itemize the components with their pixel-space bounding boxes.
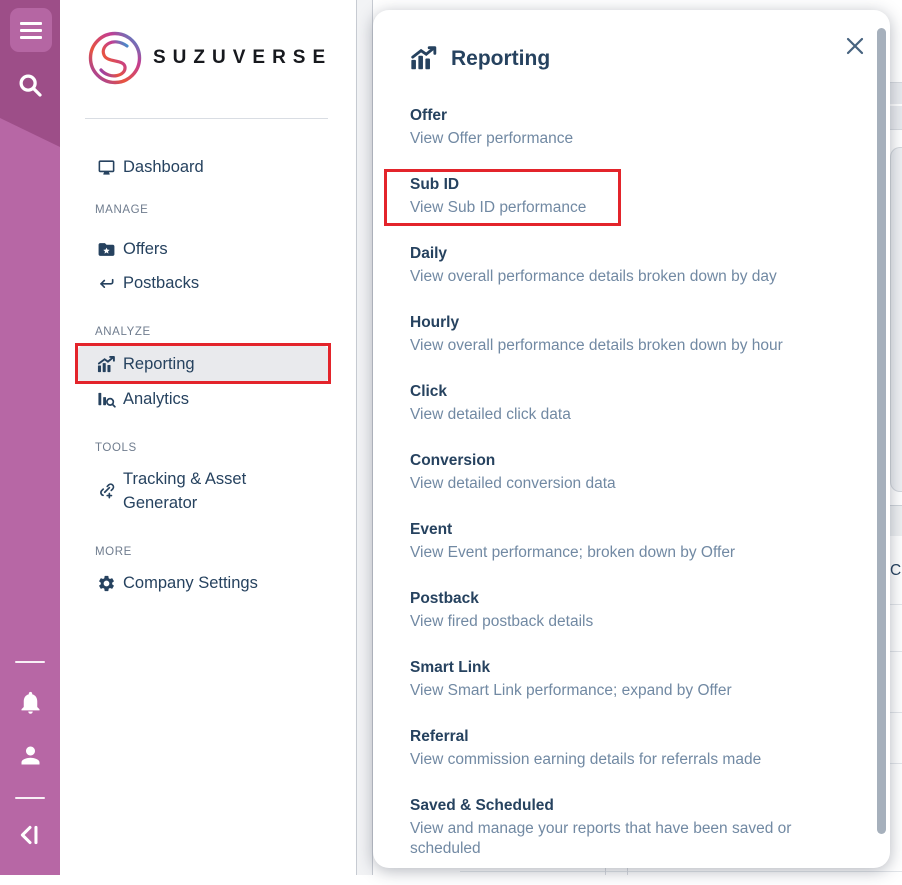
background-partial-label: Cu xyxy=(890,562,902,579)
report-item-daily[interactable]: Daily View overall performance details b… xyxy=(410,244,834,287)
report-item-title: Event xyxy=(410,521,453,538)
background-table-line xyxy=(605,866,606,875)
rail-divider xyxy=(15,661,45,663)
report-item-event[interactable]: Event View Event performance; broken dow… xyxy=(410,520,834,563)
report-item-postback[interactable]: Postback View fired postback details xyxy=(410,589,834,632)
section-label-tools: TOOLS xyxy=(95,442,137,454)
background-button-partial xyxy=(890,82,902,104)
rail-divider xyxy=(15,797,45,799)
report-item-desc: View fired postback details xyxy=(410,613,594,630)
brand-wordmark: SUZUVERSE xyxy=(153,47,333,68)
sidebar-item-label: Dashboard xyxy=(123,157,204,176)
close-icon[interactable] xyxy=(844,35,866,57)
active-item-highlight xyxy=(78,346,328,382)
sidebar-item-label: Offers xyxy=(123,239,168,258)
report-item-title: Daily xyxy=(410,245,448,262)
hamburger-icon xyxy=(20,28,42,32)
suzuverse-logo-icon xyxy=(88,31,142,85)
report-item-desc: View Event performance; broken down by O… xyxy=(410,544,736,561)
report-item-title: Saved & Scheduled xyxy=(410,797,554,814)
report-type-list: Offer View Offer performance Sub ID View… xyxy=(384,106,834,885)
hamburger-icon xyxy=(20,35,42,39)
collapse-sidebar-icon[interactable] xyxy=(0,822,60,848)
gear-icon xyxy=(96,573,116,593)
background-card-partial xyxy=(890,147,902,492)
report-item-desc: View overall performance details broken … xyxy=(410,268,777,285)
sidebar-divider xyxy=(85,118,328,119)
report-item-desc: View commission earning details for refe… xyxy=(410,751,762,768)
page-gap-strip xyxy=(356,0,373,875)
offers-folder-star-icon xyxy=(96,239,116,259)
sidebar-item-label: Postbacks xyxy=(123,273,200,292)
sidebar-item-label: Tracking & Asset Generator xyxy=(123,470,247,512)
background-table-line xyxy=(890,763,902,764)
background-table-line xyxy=(890,651,902,652)
analytics-chart-search-icon xyxy=(96,389,116,409)
report-item-title: Offer xyxy=(410,107,448,124)
postbacks-return-arrow-icon xyxy=(96,273,116,293)
report-item-title: Conversion xyxy=(410,452,496,469)
report-item-referral[interactable]: Referral View commission earning details… xyxy=(410,727,834,770)
account-person-icon[interactable] xyxy=(0,742,60,769)
report-item-desc: View detailed click data xyxy=(410,406,571,423)
report-item-offer[interactable]: Offer View Offer performance xyxy=(410,106,834,149)
report-item-title: Hourly xyxy=(410,314,460,331)
dashboard-monitor-icon xyxy=(96,157,116,177)
sidebar-item-label: Reporting xyxy=(123,354,195,373)
report-item-desc: View Sub ID performance xyxy=(410,199,587,216)
background-table-line xyxy=(890,604,902,605)
hamburger-icon xyxy=(20,21,42,25)
brand-logo[interactable]: SUZUVERSE xyxy=(87,30,332,86)
report-item-title: Postback xyxy=(410,590,479,607)
report-item-smart-link[interactable]: Smart Link View Smart Link performance; … xyxy=(410,658,834,701)
report-item-sub-id[interactable]: Sub ID View Sub ID performance xyxy=(384,169,834,226)
reporting-chart-icon xyxy=(96,354,116,374)
section-label-more: MORE xyxy=(95,546,132,558)
background-table-line xyxy=(890,712,902,713)
report-item-click[interactable]: Click View detailed click data xyxy=(410,382,834,425)
report-item-desc: View and manage your reports that have b… xyxy=(410,820,792,857)
background-table-line xyxy=(627,866,628,875)
modal-title: Reporting xyxy=(451,46,551,70)
modal-header: Reporting xyxy=(410,46,550,71)
background-table-line xyxy=(460,871,902,872)
report-item-desc: View Offer performance xyxy=(410,130,574,147)
background-button-partial xyxy=(890,106,902,130)
reporting-modal: Reporting Offer View Offer performance S… xyxy=(373,10,890,868)
report-item-conversion[interactable]: Conversion View detailed conversion data xyxy=(410,451,834,494)
sidebar-item-label: Analytics xyxy=(123,389,190,408)
report-item-title: Smart Link xyxy=(410,659,491,676)
report-item-desc: View Smart Link performance; expand by O… xyxy=(410,682,732,699)
section-label-manage: MANAGE xyxy=(95,204,149,216)
menu-toggle-button[interactable] xyxy=(10,8,52,52)
section-label-analyze: ANALYZE xyxy=(95,326,151,338)
sidebar-item-label: Company Settings xyxy=(123,573,258,592)
report-item-title: Sub ID xyxy=(410,176,460,193)
app-rail xyxy=(0,0,60,875)
report-item-desc: View overall performance details broken … xyxy=(410,337,783,354)
report-item-saved-scheduled[interactable]: Saved & Scheduled View and manage your r… xyxy=(410,796,834,859)
reporting-chart-icon xyxy=(411,46,437,70)
report-item-title: Referral xyxy=(410,728,469,745)
report-item-hourly[interactable]: Hourly View overall performance details … xyxy=(410,313,834,356)
notifications-bell-icon[interactable] xyxy=(0,689,60,716)
background-toolbar-partial xyxy=(890,505,902,536)
search-icon[interactable] xyxy=(0,70,60,100)
report-item-title: Click xyxy=(410,383,448,400)
modal-scrollbar-thumb[interactable] xyxy=(877,28,886,834)
main-sidebar: SUZUVERSE Dashboard MANAGE Offers Postba… xyxy=(60,0,356,875)
report-item-desc: View detailed conversion data xyxy=(410,475,616,492)
tracking-link-plus-icon xyxy=(96,481,116,501)
